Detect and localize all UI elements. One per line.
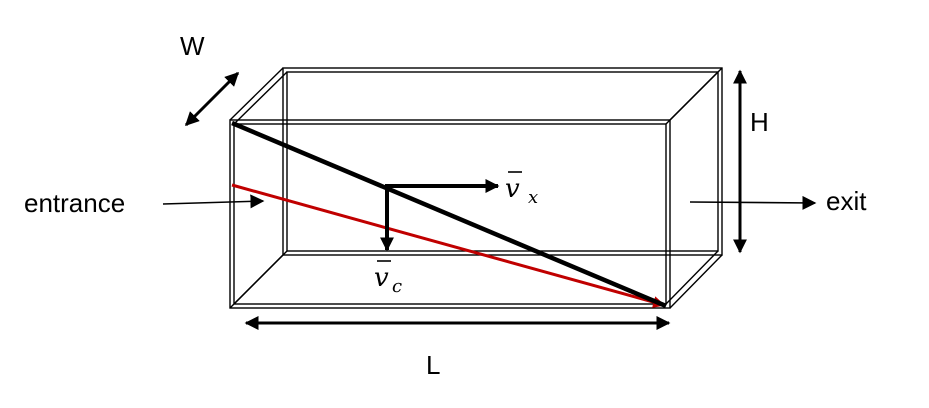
box-back-face: [282, 67, 723, 256]
vc-label: v c: [374, 260, 402, 297]
vc-subscript: c: [392, 276, 402, 297]
vx-symbol: v: [505, 174, 520, 204]
box-depth-edges: [229, 67, 723, 309]
box-front-face: [229, 119, 671, 309]
slow-trajectory-line: [231, 183, 666, 308]
width-dimension-arrow: [184, 71, 240, 127]
height-label: H: [750, 107, 769, 137]
entrance-arrow: [162, 194, 265, 209]
entrance-label: entrance: [24, 188, 125, 218]
vc-symbol: v: [374, 263, 389, 293]
length-label: L: [426, 350, 440, 380]
vx-label: v x: [505, 171, 538, 208]
exit-arrow: [689, 195, 817, 210]
exit-label: exit: [826, 186, 867, 216]
vx-subscript: x: [528, 187, 538, 208]
fast-trajectory-line: [231, 120, 667, 309]
width-label: W: [180, 31, 205, 61]
